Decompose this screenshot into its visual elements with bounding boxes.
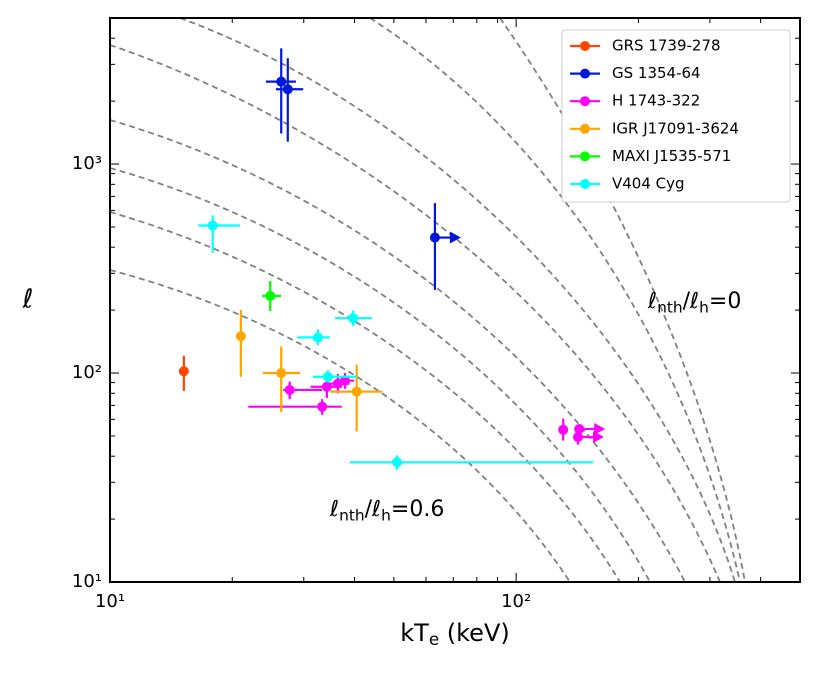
model-curve	[179, 17, 736, 583]
text-segment: ℓ	[647, 289, 657, 314]
data-point	[322, 371, 333, 382]
lower-limit-arrowhead	[449, 231, 461, 244]
legend-label: GRS 1739-278	[612, 37, 721, 55]
model-curve	[369, 17, 741, 583]
text-segment: /ℓ	[365, 497, 382, 522]
annotation: ℓnth/ℓh=0.6	[329, 497, 444, 524]
annotation: ℓnth/ℓh=0	[647, 289, 741, 316]
legend-label: H 1743-322	[612, 92, 700, 110]
data-point	[558, 424, 569, 435]
text-segment: e	[429, 629, 439, 649]
y-tick-label: 10³	[72, 153, 102, 174]
x-axis-label: kTe (keV)	[400, 619, 509, 649]
data-point	[178, 366, 189, 377]
legend-marker	[580, 41, 590, 51]
legend-label: MAXI J1535-571	[612, 147, 731, 165]
text-segment: ℓ	[329, 497, 339, 522]
lower-limit-arrowhead	[594, 422, 606, 435]
x-tick-label: 10²	[501, 591, 531, 612]
text-segment: (keV)	[439, 619, 510, 647]
legend-marker	[580, 96, 590, 107]
data-point	[572, 432, 583, 443]
legend-marker	[580, 68, 590, 79]
text-segment: h	[381, 506, 391, 524]
data-point	[276, 368, 287, 379]
text-segment: =0	[709, 289, 741, 314]
text-segment: =0.6	[391, 497, 444, 522]
model-curve	[109, 211, 621, 583]
legend-marker	[580, 151, 590, 162]
data-point	[207, 220, 218, 231]
legend: GRS 1739-278 GS 1354-64 H 1743-322 IGR J170…	[561, 29, 791, 203]
y-tick-label: 10²	[72, 362, 102, 383]
legend-marker	[580, 179, 590, 189]
data-point	[348, 313, 359, 324]
data-marks	[178, 48, 606, 470]
data-point	[351, 386, 362, 397]
data-point	[282, 84, 293, 95]
legend-frame	[561, 29, 791, 203]
model-curve	[499, 17, 746, 583]
data-point	[312, 332, 323, 343]
data-point	[340, 375, 351, 386]
axes: 10¹ 10² 10¹ 10² 10³	[72, 18, 800, 612]
legend-label: V404 Cyg	[612, 175, 685, 193]
data-point	[429, 232, 440, 243]
data-point	[284, 384, 295, 395]
text-segment: /ℓ	[683, 289, 700, 314]
y-axis-label: ℓ	[22, 285, 34, 315]
data-point	[265, 290, 276, 301]
legend-label: IGR J17091-3624	[612, 119, 739, 137]
legend-marker	[580, 123, 590, 134]
text-segment: nth	[657, 298, 683, 316]
model-curve	[109, 269, 571, 583]
plot-frame	[109, 17, 801, 583]
data-point	[235, 331, 246, 342]
y-tick-label: 10¹	[72, 571, 102, 592]
legend-label: GS 1354-64	[612, 64, 701, 82]
x-tick-label: 10¹	[95, 591, 125, 612]
data-point	[317, 401, 328, 412]
text-segment: kT	[400, 619, 429, 647]
data-point	[276, 76, 287, 87]
lower-limit-arrowhead	[592, 431, 604, 444]
data-point	[574, 423, 585, 434]
text-segment: nth	[339, 506, 365, 524]
text-segment: h	[699, 298, 709, 316]
data-point	[392, 457, 403, 468]
